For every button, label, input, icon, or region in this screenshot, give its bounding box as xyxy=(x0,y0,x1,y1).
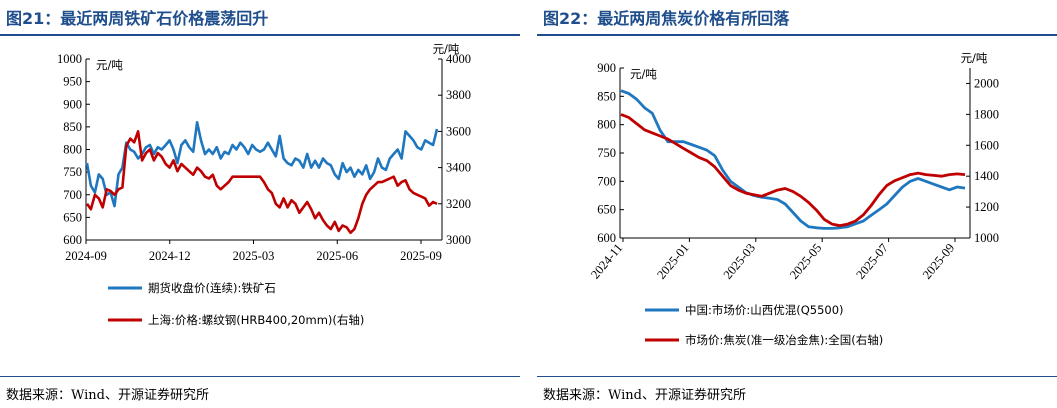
series-line-left-axis xyxy=(620,89,966,230)
y-tick-label: 750 xyxy=(63,165,82,179)
y-tick-label: 700 xyxy=(597,174,616,188)
x-tick-label: 2025-07 xyxy=(853,241,891,282)
legend-label: 上海:价格:螺纹钢(HRB400,20mm)(右轴) xyxy=(148,313,364,327)
y2-tick-label: 1000 xyxy=(974,231,999,245)
y-axis-unit: 元/吨 xyxy=(96,58,123,72)
x-tick-label: 2025-03 xyxy=(721,241,759,282)
source-note: 数据来源：Wind、开源证券研究所 xyxy=(6,388,209,403)
x-tick-label: 2025-09 xyxy=(920,241,958,282)
series-line-right-axis xyxy=(620,113,966,228)
y-tick-label: 800 xyxy=(597,118,616,132)
source-rule xyxy=(537,376,1057,377)
y2-tick-label: 3400 xyxy=(446,161,471,175)
x-tick-label: 2024-11 xyxy=(588,241,625,282)
x-tick-label: 2024-12 xyxy=(149,249,191,263)
title-rule xyxy=(0,34,520,36)
y2-tick-label: 1800 xyxy=(974,107,999,121)
x-tick-label: 2024-09 xyxy=(65,249,107,263)
y-tick-label: 600 xyxy=(63,233,82,247)
y-tick-label: 650 xyxy=(63,210,82,224)
y2-tick-label: 1400 xyxy=(974,169,999,183)
y-tick-label: 1000 xyxy=(57,52,82,66)
y2-tick-label: 2000 xyxy=(974,76,999,90)
y2-tick-label: 3600 xyxy=(446,124,471,138)
source-note: 数据来源：Wind、开源证券研究所 xyxy=(543,388,746,403)
chart-title: 图22：最近两周焦炭价格有所回落 xyxy=(543,9,790,28)
y2-tick-label: 4000 xyxy=(446,52,471,66)
y-axis-unit: 元/吨 xyxy=(630,67,657,81)
series-line-right-axis xyxy=(85,130,438,235)
y-tick-label: 750 xyxy=(597,146,616,160)
y-tick-label: 950 xyxy=(63,75,82,89)
legend-label: 中国:市场价:山西优混(Q5500) xyxy=(685,303,844,317)
y2-axis-unit: 元/吨 xyxy=(433,42,460,56)
y2-tick-label: 1600 xyxy=(974,138,999,152)
y2-tick-label: 3000 xyxy=(446,233,471,247)
y-tick-label: 900 xyxy=(63,97,82,111)
chart-panel-coke: 图22：最近两周焦炭价格有所回落 900 850 800 750 700 650 600 20… xyxy=(537,0,1057,408)
chart-panel-iron-ore: 图21：最近两周铁矿石价格震荡回升 1000 950 900 850 800 750 700… xyxy=(0,0,520,408)
iron-ore-chart: 1000 950 900 850 800 750 700 650 600 4000 3800 3600… xyxy=(57,42,471,327)
y-tick-label: 850 xyxy=(63,120,82,134)
x-tick-label: 2025-06 xyxy=(316,249,358,263)
y-tick-label: 800 xyxy=(63,143,82,157)
y-tick-label: 600 xyxy=(597,231,616,245)
y2-axis-unit: 元/吨 xyxy=(961,51,988,65)
y2-tick-label: 1200 xyxy=(974,200,999,214)
title-rule xyxy=(537,34,1057,36)
x-tick-label: 2025-09 xyxy=(400,249,442,263)
y-tick-label: 850 xyxy=(597,89,616,103)
legend-label: 市场价:焦炭(准一级冶金焦):全国(右轴) xyxy=(685,333,883,347)
y2-tick-label: 3200 xyxy=(446,197,471,211)
source-rule xyxy=(0,376,520,377)
y-tick-label: 900 xyxy=(597,61,616,75)
y-tick-label: 700 xyxy=(63,188,82,202)
y2-tick-label: 3800 xyxy=(446,88,471,102)
legend-label: 期货收盘价(连续):铁矿石 xyxy=(148,281,276,295)
coke-chart: 900 850 800 750 700 650 600 2000 1800 1600 1400 120… xyxy=(588,51,999,347)
x-tick-label: 2025-03 xyxy=(233,249,275,263)
x-tick-label: 2025-05 xyxy=(787,241,825,282)
series-line-left-axis xyxy=(85,121,439,208)
x-tick-label: 2025-01 xyxy=(654,241,692,282)
y-tick-label: 650 xyxy=(597,203,616,217)
chart-title: 图21：最近两周铁矿石价格震荡回升 xyxy=(6,9,269,28)
